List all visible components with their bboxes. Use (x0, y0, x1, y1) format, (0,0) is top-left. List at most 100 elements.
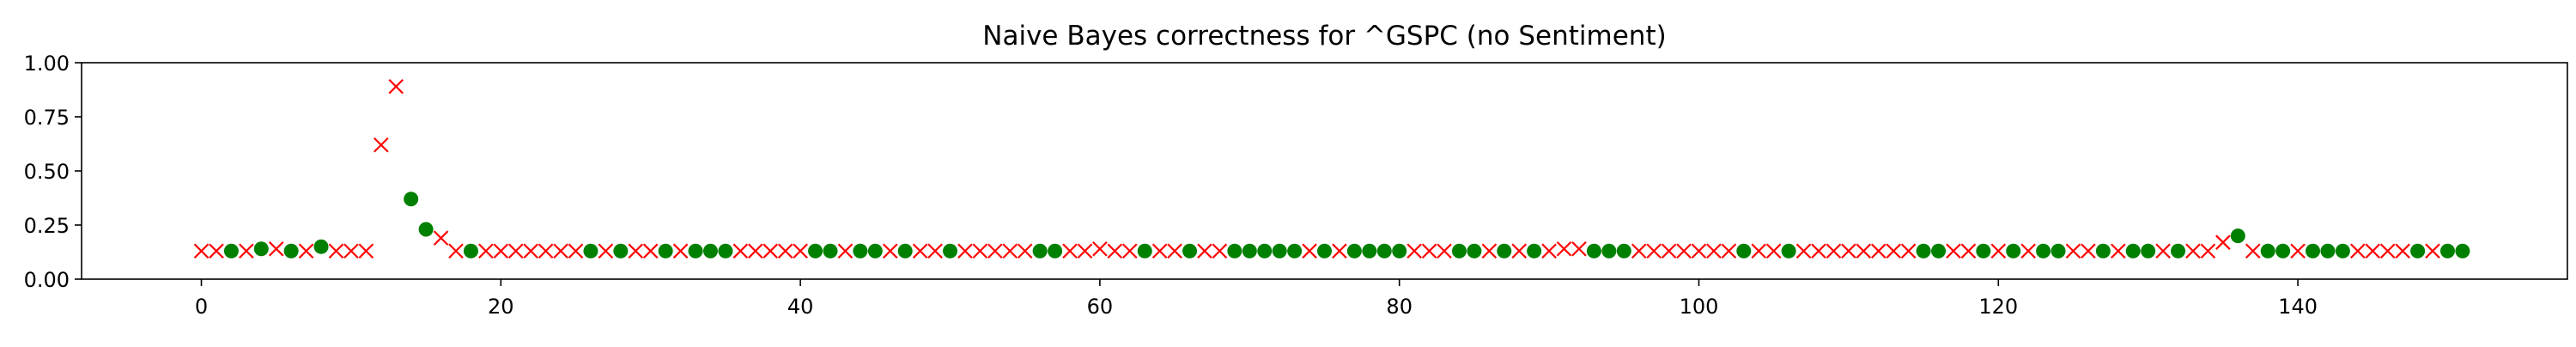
data-point-circle (808, 243, 823, 259)
data-point-x-stroke (1811, 243, 1826, 259)
data-point-x (642, 243, 659, 259)
data-point-x-stroke (1795, 243, 1812, 259)
data-point-x (1332, 243, 1347, 259)
data-point-x-stroke (1870, 243, 1886, 259)
data-point-x-stroke (2020, 243, 2036, 259)
data-point-x-stroke (1661, 243, 1677, 259)
data-point-circle (253, 241, 269, 257)
data-point-x (538, 243, 554, 259)
data-point-x (2290, 243, 2306, 259)
data-point-x-stroke (328, 243, 344, 259)
data-point-circle (283, 243, 299, 259)
data-point-x (268, 240, 284, 257)
data-point-x-stroke (1691, 243, 1707, 259)
data-point-x-stroke (837, 243, 854, 259)
y-tick-label: 0.25 (24, 214, 70, 238)
data-point-x (1212, 243, 1228, 259)
data-point-x (957, 243, 973, 259)
data-point-x (493, 243, 509, 259)
data-point-circle (1736, 243, 1752, 259)
data-point-x-stroke (2215, 234, 2231, 250)
data-point-x-stroke (553, 243, 568, 259)
data-point-circle (2275, 243, 2291, 259)
data-point-x (1197, 243, 1212, 259)
data-point-x-stroke (1092, 240, 1108, 257)
data-point-x (1886, 243, 1901, 259)
data-point-x-stroke (927, 243, 943, 259)
data-point-x-stroke (777, 243, 793, 259)
data-point-circle (1242, 243, 1257, 259)
data-point-x-stroke (1421, 243, 1437, 259)
data-point-x-stroke (2200, 243, 2216, 259)
data-point-x (1795, 243, 1812, 259)
data-point-circle (2320, 243, 2336, 259)
data-point-x-stroke (1002, 243, 1018, 259)
x-tick-label: 40 (787, 295, 814, 319)
data-point-circle (223, 243, 239, 259)
data-point-x-stroke (1406, 243, 1422, 259)
data-point-circle (1137, 243, 1152, 259)
data-point-x-stroke (1077, 243, 1093, 259)
data-point-x-stroke (912, 243, 928, 259)
data-point-x-stroke (268, 240, 284, 257)
data-point-x (193, 243, 210, 259)
x-tick-label: 140 (2278, 295, 2318, 319)
data-point-x-stroke (478, 243, 494, 259)
data-point-circle (313, 239, 329, 254)
data-point-x (793, 243, 808, 259)
data-point-x (1826, 243, 1842, 259)
data-point-x-stroke (1826, 243, 1842, 259)
x-tick-label: 120 (1978, 295, 2018, 319)
data-point-x (1092, 240, 1108, 257)
data-point-x-stroke (1541, 243, 1557, 259)
data-point-x (777, 243, 793, 259)
x-tick-label: 20 (488, 295, 514, 319)
data-point-circle (1451, 243, 1467, 259)
data-point-circle (1376, 243, 1392, 259)
data-point-x (478, 243, 494, 259)
data-point-x (2111, 243, 2126, 259)
data-point-x-stroke (507, 243, 524, 259)
data-point-x (1900, 243, 1917, 259)
data-point-x (732, 243, 749, 259)
data-point-x-stroke (1481, 243, 1498, 259)
data-point-x (1421, 243, 1437, 259)
data-point-x-stroke (239, 243, 254, 259)
data-point-x-stroke (672, 243, 689, 259)
data-point-circle (1781, 243, 1796, 259)
data-point-x-stroke (987, 243, 1003, 259)
data-point-circle (2171, 243, 2186, 259)
data-point-x-stroke (2425, 243, 2440, 259)
data-point-x (2155, 243, 2171, 259)
data-point-circle (1467, 243, 1482, 259)
data-point-x-stroke (598, 243, 614, 259)
data-point-x-stroke (388, 78, 404, 94)
data-point-circle (1362, 243, 1377, 259)
data-point-circle (2335, 243, 2350, 259)
data-point-circle (1182, 243, 1198, 259)
data-point-x (1856, 243, 1872, 259)
data-point-x-stroke (448, 243, 464, 259)
data-point-x (343, 243, 359, 259)
data-point-x (2200, 243, 2216, 259)
data-point-circle (897, 243, 913, 259)
data-point-x (1646, 243, 1662, 259)
data-point-x (2081, 243, 2096, 259)
data-point-x-stroke (523, 243, 538, 259)
data-point-circle (2439, 243, 2455, 259)
data-point-x-stroke (433, 230, 449, 246)
data-point-circle (1527, 243, 1542, 259)
data-point-x (987, 243, 1003, 259)
data-point-x-stroke (568, 243, 584, 259)
data-point-x (553, 243, 568, 259)
data-point-x (628, 243, 644, 259)
data-point-x (568, 243, 584, 259)
data-point-x-stroke (298, 243, 314, 259)
data-point-circle (613, 243, 629, 259)
data-point-circle (463, 243, 478, 259)
data-point-x (328, 243, 344, 259)
data-point-x-stroke (1556, 240, 1572, 257)
data-point-x (1302, 243, 1317, 259)
